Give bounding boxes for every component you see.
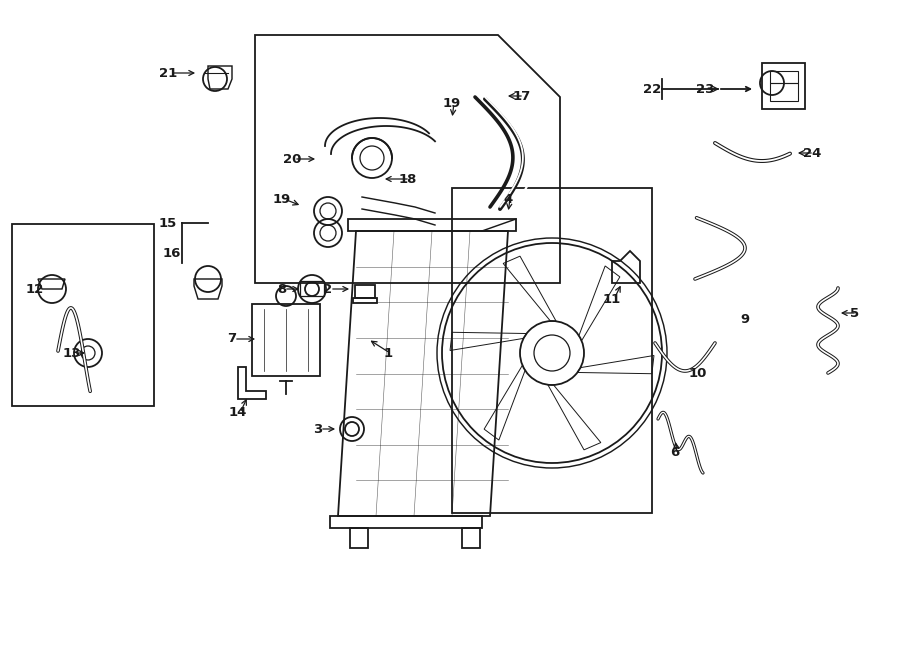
Text: 20: 20 (283, 153, 302, 165)
Text: 16: 16 (163, 247, 181, 260)
Text: 12: 12 (26, 282, 44, 295)
Text: 1: 1 (383, 346, 392, 360)
Text: 14: 14 (229, 407, 248, 420)
Text: 6: 6 (670, 446, 680, 459)
Text: 5: 5 (850, 307, 860, 319)
Text: 11: 11 (603, 293, 621, 305)
Text: 4: 4 (503, 192, 513, 206)
Text: 18: 18 (399, 173, 418, 186)
Text: 2: 2 (323, 282, 333, 295)
Text: 19: 19 (443, 97, 461, 110)
Text: 9: 9 (741, 313, 750, 325)
Text: 13: 13 (63, 346, 81, 360)
Text: 22: 22 (643, 83, 662, 95)
Text: 15: 15 (159, 217, 177, 229)
Text: 8: 8 (277, 282, 286, 295)
Text: 21: 21 (159, 67, 177, 79)
Text: 19: 19 (273, 192, 291, 206)
Text: 7: 7 (228, 332, 237, 346)
Text: 3: 3 (313, 422, 322, 436)
Text: 23: 23 (696, 83, 715, 95)
Text: 10: 10 (688, 366, 707, 379)
Text: 24: 24 (803, 147, 821, 159)
Text: 17: 17 (513, 89, 531, 102)
